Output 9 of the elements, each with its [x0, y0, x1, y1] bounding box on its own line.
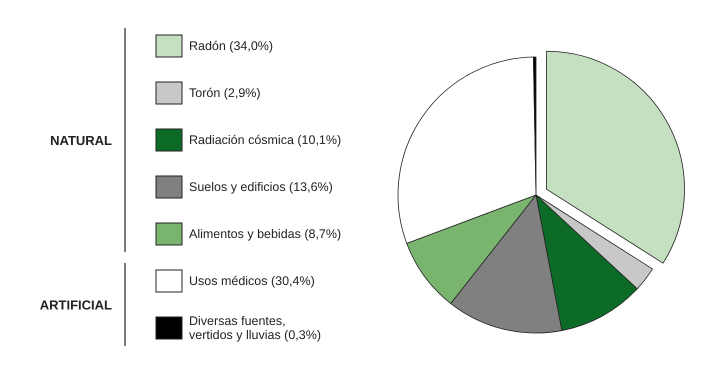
- legend-label: Radiación cósmica (10,1%): [189, 133, 342, 147]
- legend-label: Radón (34,0%): [189, 39, 274, 53]
- legend-label: Alimentos y bebidas (8,7%): [189, 227, 342, 241]
- legend-label: Suelos y edificios (13,6%): [189, 180, 333, 194]
- text: ARTIFICIAL: [40, 298, 112, 312]
- legend-label: Usos médicos (30,4%): [189, 274, 315, 288]
- legend-label: Torón (2,9%): [189, 86, 261, 100]
- text: NATURAL: [50, 133, 112, 148]
- legend-label: Diversas fuentes, vertidos y lluvias (0,3%): [189, 314, 321, 342]
